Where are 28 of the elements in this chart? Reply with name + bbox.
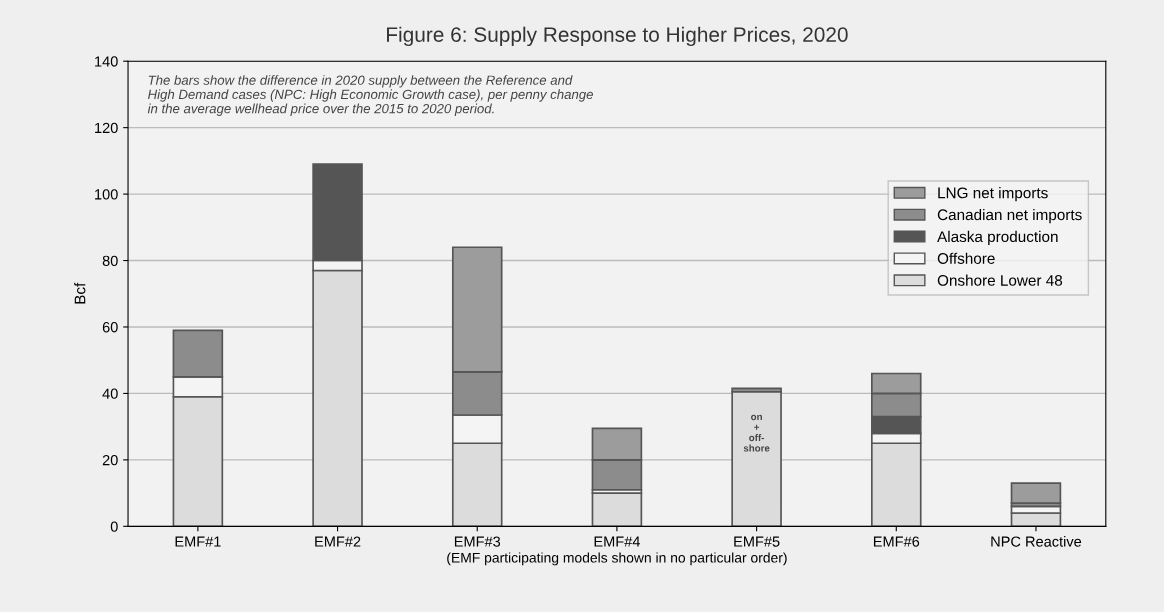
x-tick-label: EMF#6 xyxy=(873,536,920,547)
bar xyxy=(591,492,643,527)
x-tick-label: NPC Reactive xyxy=(991,536,1082,547)
y-tick-label: 120 xyxy=(95,122,118,134)
annotation: The bars show the difference in 2020 supply between the Reference and High Demand cases (NPC: High Economic Growth case), per penny change in the average wellhead price over the 2015 to 2020 period. xyxy=(147,75,593,116)
chart-title: Figure 6: Supply Response to Higher Prices, 2020 xyxy=(387,26,848,47)
bar xyxy=(1010,482,1062,504)
y-tick-label: 140 xyxy=(95,56,118,67)
y-tick-label: 60 xyxy=(102,322,118,333)
legend-label: Alaska production xyxy=(937,230,1058,246)
x-tick-label: EMF#3 xyxy=(454,536,501,547)
y-axis-title: Bcf xyxy=(74,282,86,304)
legend-label: Canadian net imports xyxy=(937,208,1082,224)
y-tick-label: 0 xyxy=(110,521,118,532)
x-tick-label: EMF#1 xyxy=(175,536,221,547)
x-tick-label: EMF#5 xyxy=(734,536,780,547)
bar xyxy=(731,390,782,527)
y-tick-label: 40 xyxy=(102,388,118,399)
x-axis-title: (EMF participating models shown in no particular order) xyxy=(447,552,787,566)
legend-label: Offshore xyxy=(937,252,995,264)
y-tick-label: 80 xyxy=(102,255,118,266)
legend-label: LNG net imports xyxy=(938,187,1048,202)
x-tick-label: EMF#2 xyxy=(315,536,361,547)
y-tick-label: 100 xyxy=(95,189,118,200)
x-tick-label: EMF#4 xyxy=(594,536,640,547)
legend-label: Onshore Lower 48 xyxy=(937,274,1063,286)
annotation: on + off- shore xyxy=(743,414,770,452)
y-tick-label: 20 xyxy=(102,454,118,466)
